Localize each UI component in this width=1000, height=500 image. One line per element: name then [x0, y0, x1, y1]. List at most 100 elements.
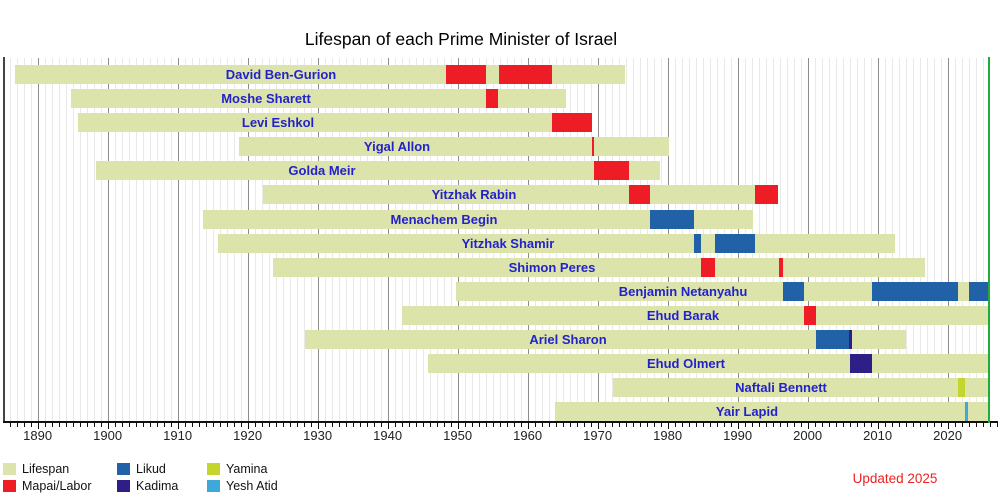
gridline-year	[135, 58, 137, 421]
gridline-year	[982, 58, 984, 421]
axis-tick	[835, 423, 837, 427]
axis-tick	[751, 423, 753, 427]
updated-note: Updated 2025	[852, 471, 938, 486]
gridline-year	[44, 58, 46, 421]
gridline-year	[30, 58, 32, 421]
axis-tick	[128, 423, 130, 427]
term-segment	[552, 113, 592, 133]
axis-tick	[100, 423, 102, 427]
axis-tick	[688, 423, 690, 427]
axis-tick	[254, 423, 256, 427]
term-segment	[755, 185, 779, 205]
gridline-year	[961, 58, 963, 421]
gridline-year	[163, 58, 165, 421]
lifespan-bar	[402, 305, 991, 325]
axis-tick	[331, 423, 333, 427]
legend-label: Likud	[136, 462, 166, 476]
gridline-year	[184, 58, 186, 421]
axis-tick	[891, 423, 893, 427]
axis-tick	[149, 423, 151, 427]
legend-swatch-yamina	[207, 463, 220, 475]
axis-tick	[590, 423, 592, 427]
gridline-year	[968, 58, 970, 421]
axis-tick	[786, 423, 788, 427]
axis-tick	[366, 423, 368, 427]
axis-tick	[233, 423, 235, 427]
axis-tick	[499, 423, 501, 427]
pm-name-label: Yair Lapid	[715, 404, 779, 420]
axis-tick	[142, 423, 144, 427]
term-segment	[968, 281, 991, 301]
term-segment	[715, 233, 756, 253]
legend-swatch-mapai_labor	[3, 480, 16, 492]
axis-tick	[527, 423, 529, 429]
axis-tick	[723, 423, 725, 427]
axis-tick	[93, 423, 95, 427]
axis-tick	[9, 423, 11, 427]
lifespan-bar	[96, 161, 661, 181]
axis-tick	[338, 423, 340, 427]
lifespan-bar	[304, 329, 906, 349]
legend-swatch-likud	[117, 463, 130, 475]
axis-tick	[16, 423, 18, 427]
axis-tick	[303, 423, 305, 427]
lifespan-bar	[555, 402, 991, 422]
axis-tick	[436, 423, 438, 427]
axis-tick	[380, 423, 382, 427]
axis-tick	[919, 423, 921, 427]
axis-tick	[219, 423, 221, 427]
axis-tick	[800, 423, 802, 427]
axis-tick	[814, 423, 816, 427]
axis-tick-label: 1900	[93, 428, 123, 443]
gridline-year	[191, 58, 193, 421]
axis-tick	[415, 423, 417, 427]
gridline-year	[86, 58, 88, 421]
gridline-year	[51, 58, 53, 421]
axis-tick	[422, 423, 424, 427]
legend-label: Yesh Atid	[226, 479, 278, 493]
axis-tick	[898, 423, 900, 427]
legend-label: Yamina	[226, 462, 268, 476]
term-segment	[486, 89, 499, 109]
axis-tick	[513, 423, 515, 427]
axis-tick	[716, 423, 718, 427]
axis-tick	[163, 423, 165, 427]
axis-tick	[989, 423, 991, 427]
lifespan-bar	[613, 378, 991, 397]
pm-name-label: Yigal Allon	[363, 139, 431, 155]
axis-tick-label: 1980	[653, 428, 683, 443]
pm-name-label: David Ben-Gurion	[225, 67, 337, 83]
axis-tick	[541, 423, 543, 427]
lifespan-bar	[70, 89, 567, 109]
term-segment	[693, 233, 701, 253]
axis-tick	[114, 423, 116, 427]
gridline-decade	[947, 58, 949, 421]
axis-tick	[821, 423, 823, 427]
axis-tick	[968, 423, 970, 427]
present-date-line	[987, 57, 990, 423]
gridline-year	[100, 58, 102, 421]
axis-tick	[569, 423, 571, 427]
lifespan-bar	[456, 281, 991, 301]
term-segment	[498, 65, 552, 85]
axis-tick	[996, 423, 998, 427]
axis-tick	[485, 423, 487, 427]
gridline-year	[198, 58, 200, 421]
axis-tick	[177, 423, 179, 429]
pm-name-label: Golda Meir	[288, 163, 356, 179]
axis-tick	[912, 423, 914, 427]
term-segment	[591, 137, 594, 157]
axis-tick	[408, 423, 410, 427]
axis-tick	[730, 423, 732, 427]
axis-tick-label: 1920	[233, 428, 263, 443]
axis-tick	[758, 423, 760, 427]
pm-name-label: Moshe Sharett	[221, 91, 311, 107]
axis-tick	[884, 423, 886, 427]
gridline-year	[23, 58, 25, 421]
gridline-year	[212, 58, 214, 421]
axis-tick	[135, 423, 137, 427]
axis-tick	[961, 423, 963, 427]
axis-tick	[282, 423, 284, 427]
term-segment	[782, 281, 805, 301]
